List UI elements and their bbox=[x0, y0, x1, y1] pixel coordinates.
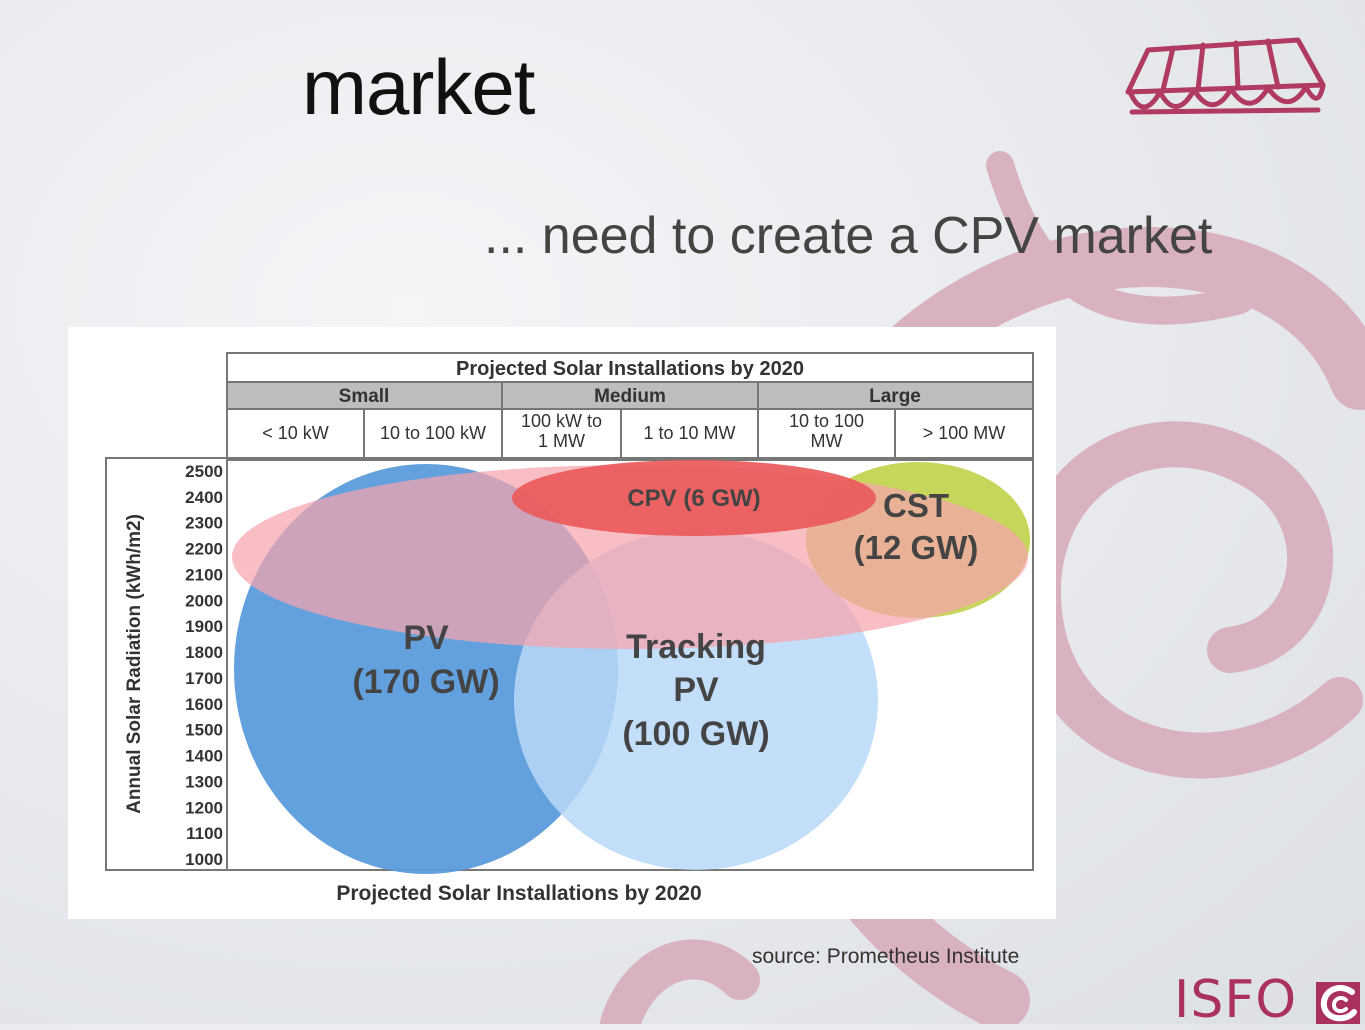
label-tracking-line2: PV bbox=[673, 671, 719, 709]
plot-frame bbox=[105, 457, 1034, 871]
y-axis-label: Annual Solar Radiation (kWh/m2) bbox=[124, 514, 145, 814]
region-cpv-ellipse bbox=[512, 460, 876, 536]
y-tick-label: 1700 bbox=[185, 669, 223, 688]
y-tick-labels: 2500 2400 2300 2200 2100 2000 1900 1800 1700 1600… bbox=[185, 462, 223, 869]
isfoc-c-mark-icon bbox=[1316, 982, 1360, 1024]
size-group-large: Large bbox=[869, 386, 921, 407]
y-tick-label: 1600 bbox=[185, 695, 223, 714]
y-tick-label: 1300 bbox=[185, 772, 223, 791]
label-pv-line1: PV bbox=[403, 619, 449, 657]
y-tick-label: 2100 bbox=[185, 565, 223, 584]
size-range-label: MW bbox=[811, 431, 843, 451]
size-range-label: 10 to 100 kW bbox=[380, 423, 486, 443]
y-tick-label: 2500 bbox=[185, 462, 223, 481]
y-tick-label: 2200 bbox=[185, 540, 223, 559]
size-group-small: Small bbox=[339, 386, 390, 407]
label-cst-line1: CST bbox=[883, 487, 949, 524]
figure-bottom-title: Projected Solar Installations by 2020 bbox=[336, 882, 701, 905]
y-tick-label: 1200 bbox=[185, 798, 223, 817]
size-range-cell bbox=[894, 408, 1034, 461]
size-range-label: 100 kW to bbox=[521, 411, 602, 431]
size-range-label: > 100 MW bbox=[923, 423, 1006, 443]
source-citation: source: Prometheus Institute bbox=[752, 945, 1020, 968]
slide-title: market bbox=[302, 43, 535, 131]
label-cst-line2: (12 GW) bbox=[854, 529, 979, 566]
y-tick-label: 1500 bbox=[185, 721, 223, 740]
y-tick-label: 1900 bbox=[185, 617, 223, 636]
label-tracking-line3: (100 GW) bbox=[622, 715, 769, 753]
figure-top-title: Projected Solar Installations by 2020 bbox=[456, 358, 804, 380]
size-group-row: Small Medium Large bbox=[226, 381, 1034, 410]
y-tick-label: 1800 bbox=[185, 643, 223, 662]
size-range-label: 1 MW bbox=[538, 431, 585, 451]
size-range-cell bbox=[757, 408, 896, 461]
slide-subtitle: ... need to create a CPV market bbox=[484, 207, 1213, 265]
y-tick-label: 2300 bbox=[185, 514, 223, 533]
y-tick-label: 2400 bbox=[185, 488, 223, 507]
header-table: Projected Solar Installations by 2020 Sm… bbox=[226, 352, 1034, 461]
y-tick-label: 2000 bbox=[185, 591, 223, 610]
y-tick-label: 1000 bbox=[185, 850, 223, 869]
installation-regions bbox=[232, 460, 1030, 874]
label-cpv: CPV (6 GW) bbox=[627, 485, 760, 512]
region-labels: CPV (6 GW) CST (12 GW) PV (170 GW) Track… bbox=[352, 485, 978, 753]
solar-installations-diagram: Projected Solar Installations by 2020 Sm… bbox=[68, 327, 1056, 919]
label-pv-line2: (170 GW) bbox=[352, 663, 499, 701]
isfoc-logo-text: ISFO bbox=[1174, 970, 1298, 1030]
y-tick-label: 1100 bbox=[186, 824, 223, 843]
y-tick-label: 1400 bbox=[185, 747, 223, 766]
size-range-label: 1 to 10 MW bbox=[643, 423, 735, 443]
diagram-canvas: Projected Solar Installations by 2020 Sm… bbox=[105, 352, 1034, 905]
size-group-medium: Medium bbox=[594, 386, 666, 407]
label-tracking-line1: Tracking bbox=[626, 628, 766, 666]
size-range-label: 10 to 100 bbox=[789, 411, 864, 431]
size-range-cell bbox=[363, 408, 503, 461]
isfoc-building-logo bbox=[1125, 37, 1326, 115]
size-range-row: < 10 kW 10 to 100 kW 100 kW to1 MW 1 to 10 … bbox=[226, 408, 1034, 461]
size-range-label: < 10 kW bbox=[262, 423, 329, 443]
